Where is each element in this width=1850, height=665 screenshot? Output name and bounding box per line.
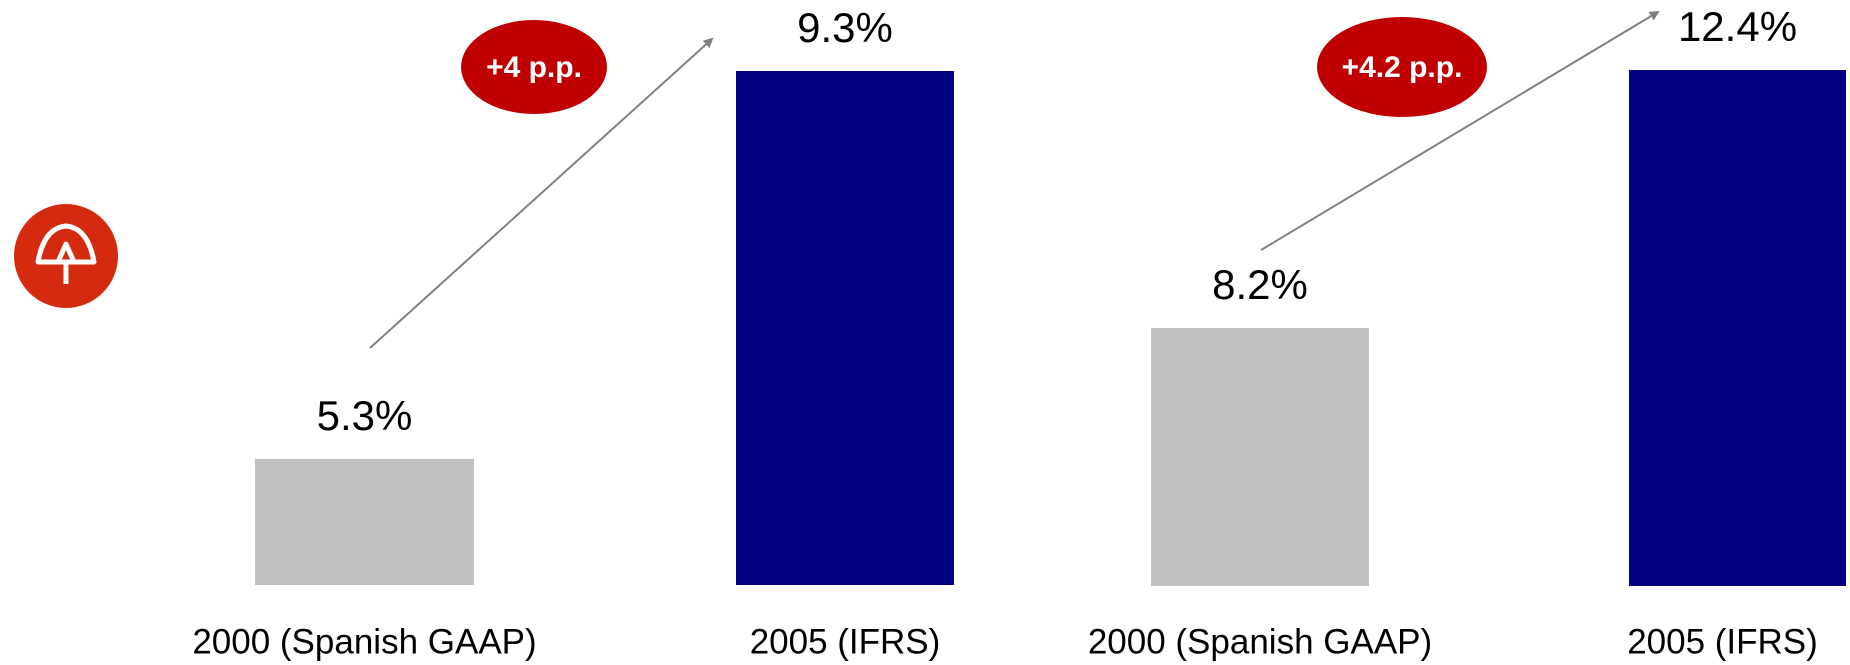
value-label: 9.3% bbox=[797, 4, 893, 51]
category-label: 2005 (IFRS) bbox=[750, 622, 941, 661]
logo bbox=[14, 204, 118, 308]
bar bbox=[1629, 70, 1846, 586]
annotation-badge bbox=[1317, 17, 1487, 117]
bar bbox=[1151, 328, 1369, 586]
arrow bbox=[1260, 10, 1660, 251]
annotation: +4 p.p. bbox=[486, 51, 582, 84]
value-label: 12.4% bbox=[1678, 3, 1797, 50]
bar bbox=[736, 71, 954, 585]
value-label: 5.3% bbox=[317, 392, 413, 439]
category-label: 2000 (Spanish GAAP) bbox=[1088, 622, 1432, 661]
value-label: 8.2% bbox=[1212, 261, 1308, 308]
bar bbox=[255, 458, 474, 585]
arrow bbox=[369, 37, 714, 349]
annotation-badge bbox=[461, 20, 607, 114]
annotation: +4.2 p.p. bbox=[1342, 51, 1463, 84]
category-label: 2005 (IFRS) bbox=[1627, 622, 1818, 661]
category-label: 2000 (Spanish GAAP) bbox=[192, 622, 536, 661]
